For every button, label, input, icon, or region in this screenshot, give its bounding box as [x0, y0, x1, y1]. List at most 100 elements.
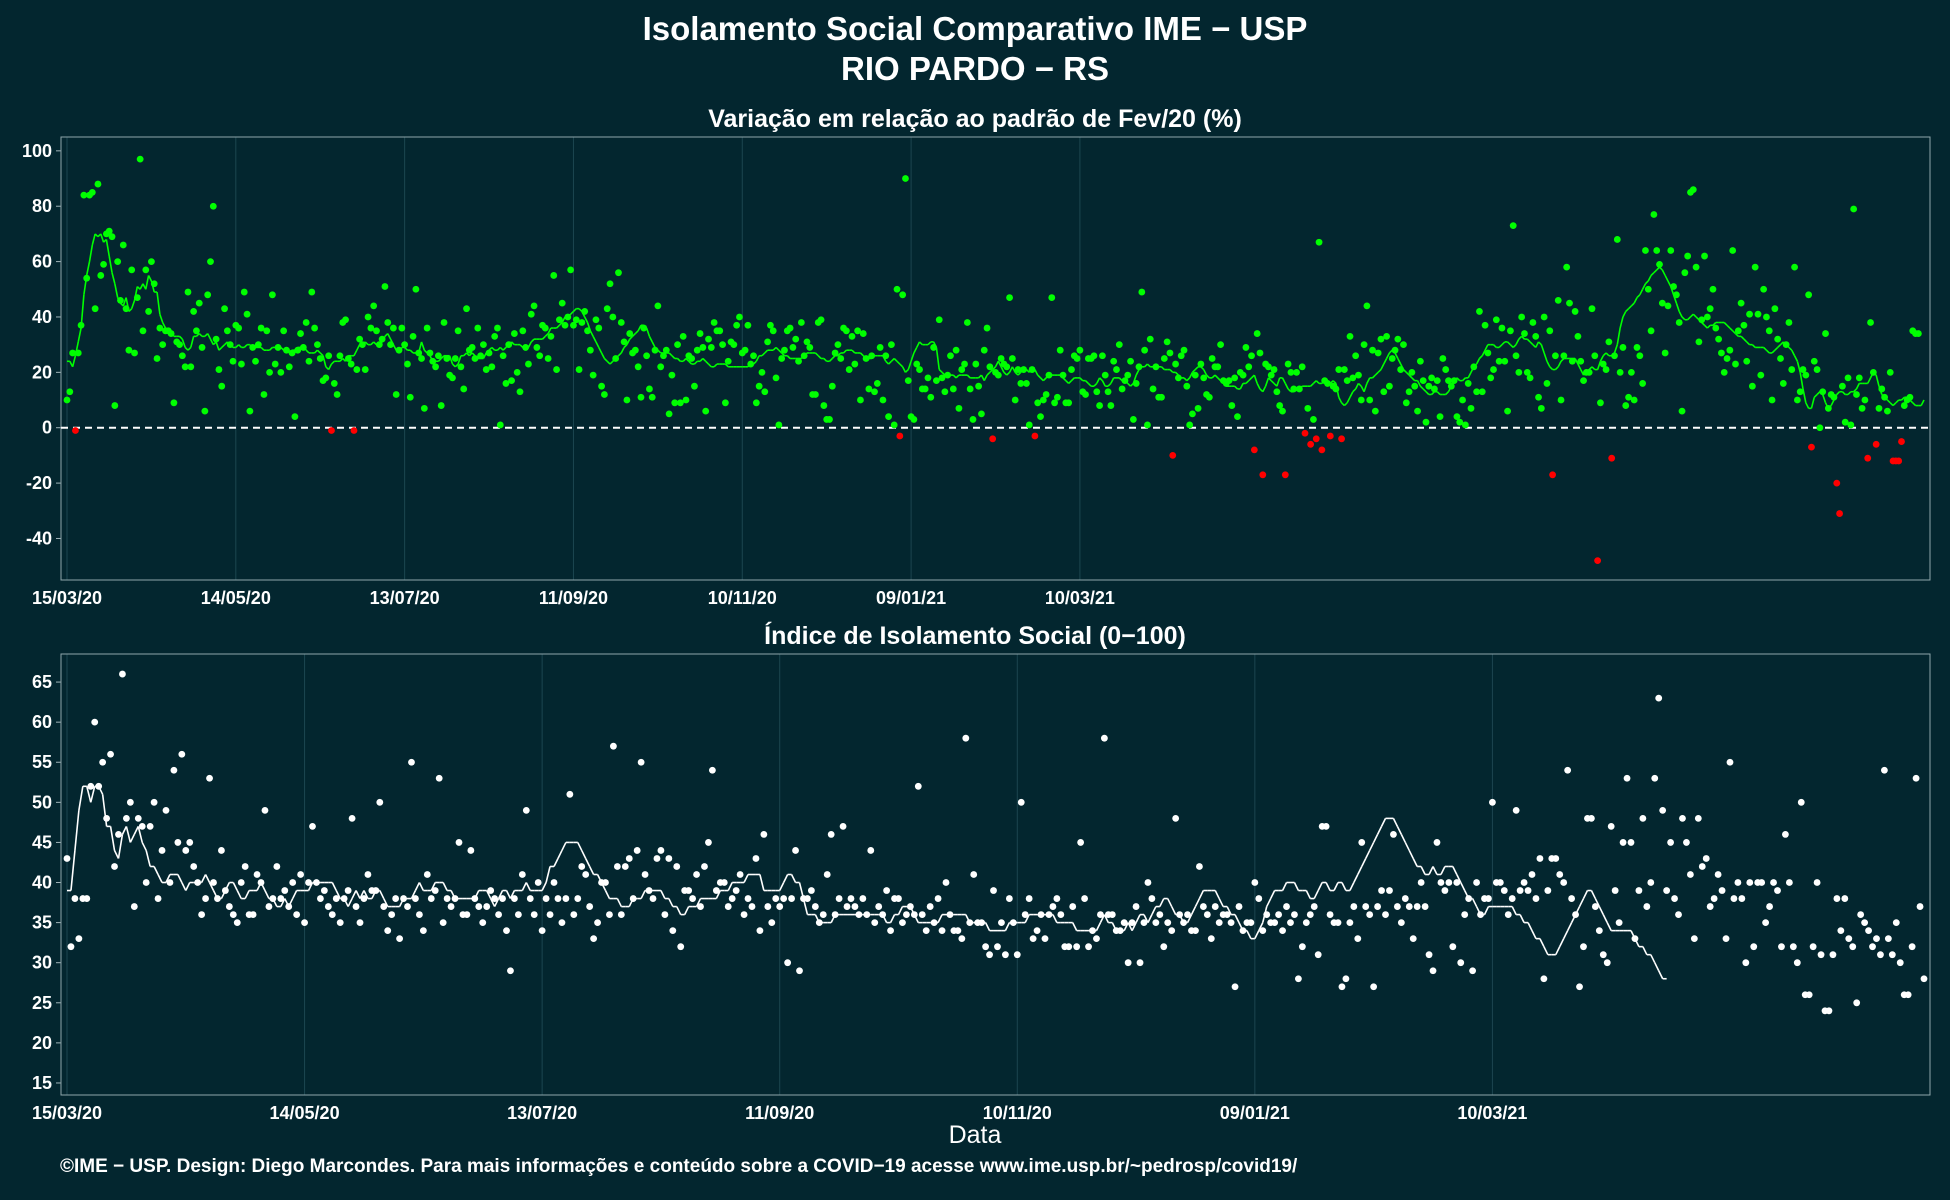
average-line-segment — [1004, 922, 1011, 931]
data-point — [1099, 352, 1106, 360]
data-point — [408, 758, 415, 766]
average-line-segment — [1186, 377, 1191, 382]
data-point — [1864, 454, 1872, 462]
data-point — [480, 341, 487, 349]
data-point — [494, 324, 501, 332]
data-point — [1186, 421, 1194, 429]
data-point — [712, 887, 720, 894]
average-line-segment — [1372, 834, 1379, 843]
average-line-segment — [437, 357, 442, 362]
data-point — [308, 288, 316, 296]
data-point — [243, 310, 251, 318]
data-point — [1076, 346, 1084, 354]
data-point — [1073, 355, 1081, 362]
data-point — [534, 879, 542, 886]
average-line-segment — [463, 352, 468, 357]
data-point — [1405, 388, 1413, 396]
data-point — [736, 871, 744, 878]
average-line-segment — [1554, 366, 1559, 371]
average-line-segment — [1383, 358, 1388, 365]
data-point — [268, 291, 276, 299]
average-line-segment — [1813, 393, 1818, 398]
data-point — [620, 338, 628, 346]
data-point — [913, 360, 921, 368]
average-line-segment — [1408, 850, 1414, 859]
data-point — [1839, 382, 1846, 390]
average-line-segment — [743, 874, 749, 883]
data-point — [313, 879, 320, 886]
data-point — [944, 371, 952, 379]
data-point — [333, 391, 341, 398]
data-point — [1008, 355, 1016, 362]
average-line-segment — [640, 890, 646, 899]
data-point — [114, 258, 122, 265]
average-line-segment — [510, 341, 515, 346]
data-point — [768, 919, 776, 927]
average-line-segment — [1577, 363, 1582, 370]
average-line-segment — [1071, 922, 1078, 931]
data-point — [1878, 385, 1886, 393]
data-point — [148, 258, 155, 265]
data-point — [952, 346, 960, 354]
data-point — [249, 911, 257, 918]
data-point — [395, 346, 403, 354]
average-line-segment — [1065, 380, 1070, 384]
data-point — [1042, 391, 1050, 398]
data-point — [97, 272, 105, 279]
data-point — [1799, 366, 1807, 373]
data-point — [595, 324, 603, 332]
data-point — [1397, 366, 1405, 373]
data-point — [1833, 895, 1841, 902]
data-point — [1746, 310, 1753, 318]
data-point — [83, 895, 91, 902]
data-point — [1492, 316, 1500, 324]
data-point — [1473, 388, 1481, 396]
data-point — [1017, 380, 1025, 387]
average-line-segment — [693, 360, 698, 365]
data-point — [1140, 919, 1148, 927]
data-point — [471, 355, 479, 362]
data-point — [561, 321, 569, 329]
data-point — [1164, 919, 1172, 927]
data-point — [550, 272, 558, 279]
data-point — [1045, 371, 1053, 379]
average-line-segment — [264, 890, 270, 899]
data-point — [1093, 388, 1101, 396]
data-point — [1619, 344, 1627, 351]
data-point — [873, 380, 881, 387]
data-point — [819, 911, 827, 918]
data-point — [311, 324, 318, 332]
data-point — [811, 903, 819, 910]
data-point — [837, 355, 845, 362]
data-point — [1271, 919, 1279, 927]
data-point — [1594, 557, 1602, 565]
average-line-segment — [828, 357, 833, 362]
data-point — [1861, 396, 1869, 404]
average-line-segment — [631, 333, 636, 337]
data-point — [1758, 879, 1766, 886]
data-point — [558, 299, 566, 307]
average-line-segment — [491, 346, 496, 351]
data-point — [340, 895, 348, 902]
data-point — [547, 332, 555, 340]
data-point — [882, 352, 890, 360]
average-line-segment — [1920, 399, 1925, 406]
average-line-segment — [1006, 371, 1011, 376]
data-point — [876, 344, 884, 351]
data-point — [83, 274, 91, 282]
data-point — [1374, 349, 1382, 357]
data-point — [1535, 393, 1542, 401]
average-line-segment — [676, 906, 682, 915]
average-line-segment — [77, 327, 82, 343]
x-tick-label: 10/11/20 — [983, 1103, 1052, 1122]
average-line-segment — [1349, 391, 1354, 398]
data-point — [1591, 352, 1599, 360]
data-point — [1214, 363, 1222, 371]
average-line-segment — [94, 233, 99, 238]
data-point — [1360, 341, 1368, 349]
average-line-segment — [1616, 327, 1621, 345]
data-point — [1447, 382, 1455, 390]
data-point — [827, 831, 835, 838]
average-line-segment — [244, 890, 250, 899]
average-line-segment — [1101, 380, 1106, 387]
